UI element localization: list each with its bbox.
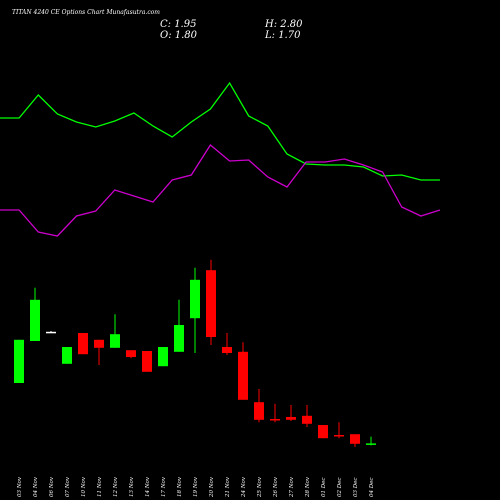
candle-body [302, 415, 312, 424]
candle-body [142, 351, 152, 372]
candle-body [62, 347, 72, 364]
x-tick-label: 19 Nov [193, 476, 199, 497]
low-readout: L: 1.70 [264, 30, 301, 41]
indicator-line [0, 81, 440, 181]
chart-title: TITAN 4240 CE Options Chart Munafasutra.… [12, 9, 160, 16]
candle-body [254, 402, 264, 420]
candle-body [286, 417, 296, 420]
high-readout: H: 2.80 [264, 19, 303, 30]
candle-body [14, 339, 24, 383]
x-tick-label: 01 Dec [321, 478, 327, 498]
x-tick-label: 03 Dec [353, 478, 359, 498]
x-tick-label: 02 Dec [337, 478, 343, 498]
x-tick-label: 04 Nov [33, 476, 39, 497]
x-tick-label: 24 Nov [241, 476, 247, 498]
x-tick-label: 03 Nov [17, 476, 23, 497]
open-readout: O: 1.80 [160, 30, 198, 41]
x-tick-label: 07 Nov [65, 476, 71, 497]
x-tick-label: 20 Nov [209, 476, 215, 498]
candle-body [94, 339, 104, 348]
candle-body [222, 347, 232, 353]
indicator-line [0, 144, 441, 237]
candle-body [30, 299, 40, 341]
x-tick-label: 12 Nov [113, 476, 119, 497]
candle-body [126, 350, 136, 357]
x-tick-label: 13 Nov [129, 476, 135, 497]
candle-body [334, 435, 344, 437]
candle-body [206, 270, 216, 337]
candle-body [318, 425, 328, 439]
x-tick-label: 10 Nov [81, 476, 87, 497]
x-tick-label: 14 Nov [145, 476, 151, 497]
candle-body [190, 279, 200, 319]
candle-body [270, 419, 280, 421]
x-tick-label: 21 Nov [225, 476, 231, 498]
candle-body [110, 334, 120, 348]
candle-body [78, 333, 88, 355]
x-tick-label: 28 Nov [305, 476, 311, 498]
candle-body [158, 347, 168, 367]
x-tick-label: 17 Nov [161, 476, 167, 497]
close-readout: C: 1.95 [160, 19, 196, 30]
candle-body [46, 331, 56, 334]
x-tick-label: 26 Nov [273, 476, 279, 498]
candle-body [174, 325, 184, 352]
candle-body [350, 434, 360, 444]
candle-body [238, 351, 248, 400]
x-tick-label: 27 Nov [289, 476, 295, 498]
x-tick-label: 11 Nov [97, 476, 103, 497]
x-tick-label: 04 Dec [369, 478, 375, 498]
x-tick-label: 25 Nov [257, 476, 263, 498]
x-tick-label: 18 Nov [177, 476, 183, 497]
x-tick-label: 06 Nov [49, 476, 55, 497]
candle-body [366, 443, 376, 445]
